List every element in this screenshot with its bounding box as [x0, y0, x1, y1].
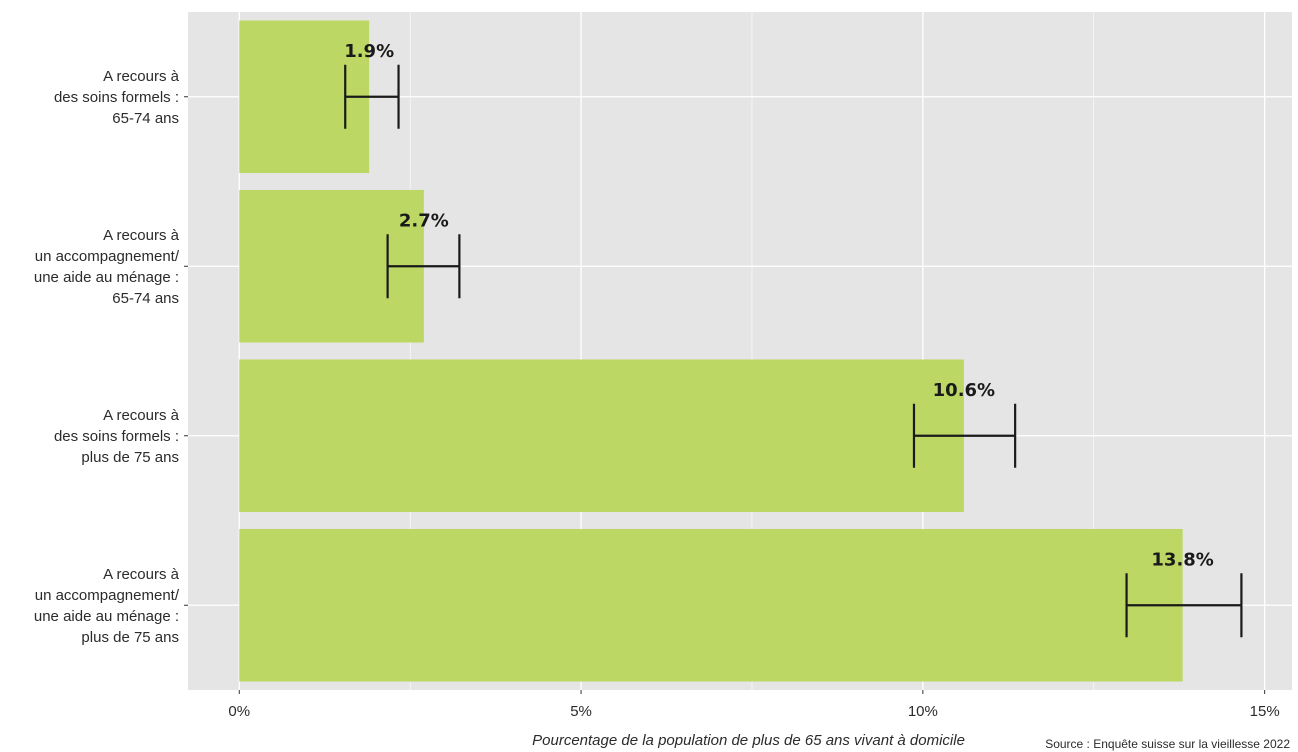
data-labels: 1.9% 2.7% 10.6% 13.8%	[344, 41, 1214, 571]
y-axis-label: A recours à un accompagnement/une aide au…	[34, 566, 180, 646]
y-axis-label: A recours à des soins formels : 65-74 ans	[54, 68, 180, 127]
source-note: Source : Enquête suisse sur la vieilless…	[1045, 737, 1290, 751]
y-axis-label-line: 65-74 ans	[112, 110, 179, 127]
x-axis-title: Pourcentage de la population de plus de …	[532, 732, 965, 749]
y-axis-label-line: A recours à	[103, 227, 180, 244]
data-label: 1.9%	[344, 41, 394, 62]
y-axis-label: A recours à des soins formels : plus de 75…	[54, 407, 180, 466]
data-label: 10.6%	[933, 380, 995, 401]
error-bar	[1125, 573, 1243, 638]
y-axis-label-line: A recours à	[103, 566, 180, 583]
error-bars	[344, 64, 1243, 638]
y-axis-label: A recours à un accompagnement/une aide au…	[34, 227, 180, 307]
y-axis-label-line: un accompagnement/	[35, 248, 180, 265]
y-axis-label-line: une aide au ménage :	[34, 608, 179, 625]
y-axis-label-line: A recours à	[103, 68, 180, 85]
error-bar	[344, 64, 400, 129]
error-bar	[386, 234, 461, 299]
x-tick-label: 5%	[570, 703, 592, 720]
y-axis-label-line: un accompagnement/	[35, 587, 180, 604]
y-axis-label-line: plus de 75 ans	[81, 629, 179, 646]
x-axis-ticks: 0% 5% 10% 15%	[228, 690, 1280, 720]
data-label: 13.8%	[1151, 549, 1213, 570]
y-axis-label-line: des soins formels :	[54, 428, 179, 445]
y-axis-label-line: plus de 75 ans	[81, 449, 179, 466]
error-bar	[912, 403, 1017, 468]
x-tick-label: 0%	[228, 703, 250, 720]
y-axis-label-line: une aide au ménage :	[34, 269, 179, 286]
bar	[239, 359, 964, 513]
x-tick-label: 15%	[1250, 703, 1280, 720]
bar	[239, 528, 1183, 682]
y-axis-label-line: 65-74 ans	[112, 290, 179, 307]
y-axis-label-line: des soins formels :	[54, 89, 179, 106]
bars	[239, 20, 1183, 682]
y-axis-label-line: A recours à	[103, 407, 180, 424]
x-tick-label: 10%	[908, 703, 938, 720]
data-label: 2.7%	[399, 210, 449, 231]
